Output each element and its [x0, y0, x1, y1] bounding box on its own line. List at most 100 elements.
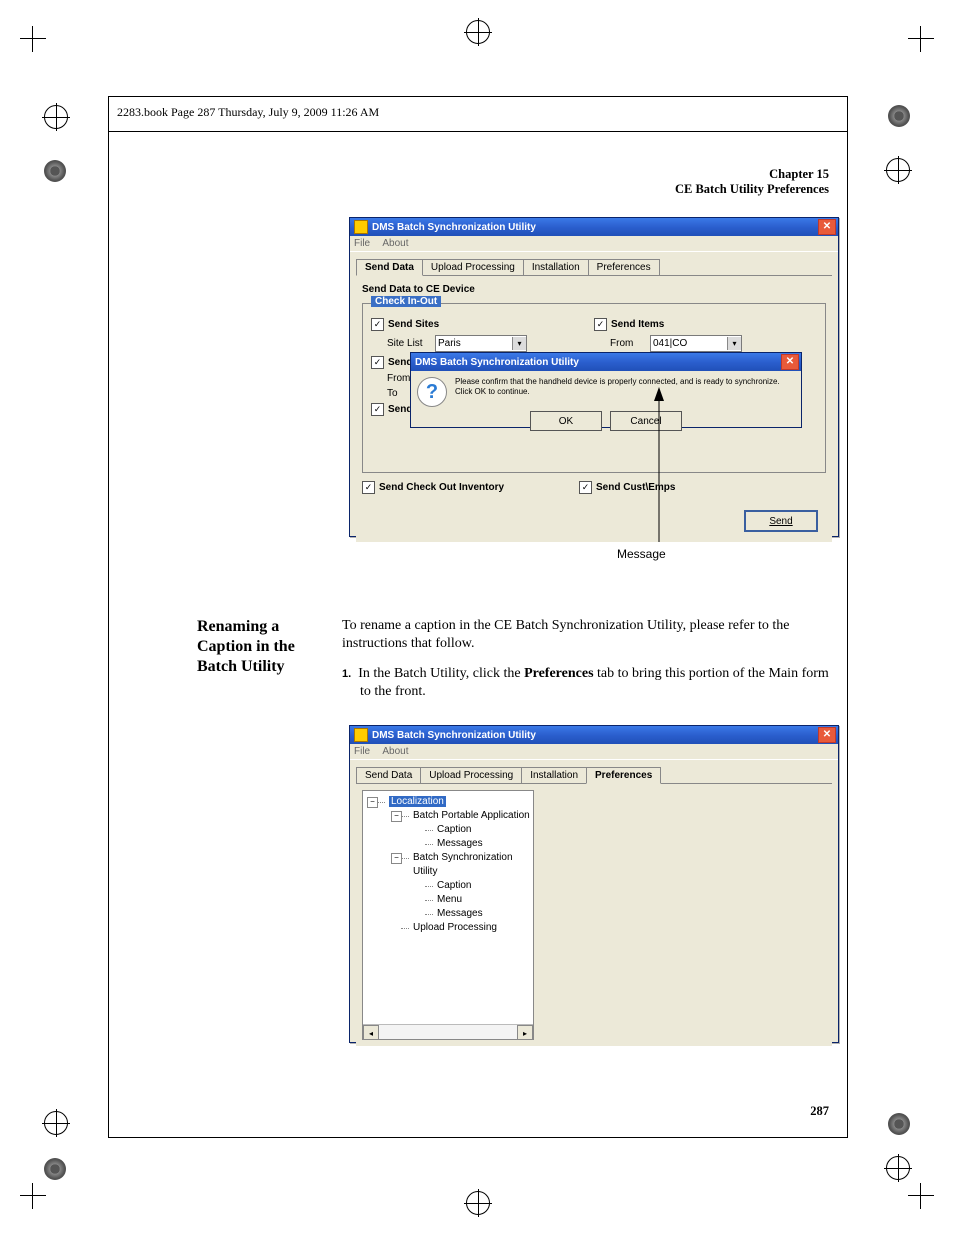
label-send-items: Send Items — [611, 319, 664, 330]
dot-mark — [44, 160, 66, 182]
close-button[interactable]: ✕ — [818, 727, 836, 743]
tree-node-caption[interactable]: Caption — [437, 824, 471, 835]
header-divider — [109, 131, 847, 132]
crop-mark — [20, 1183, 46, 1209]
step-text-bold: Preferences — [524, 666, 593, 681]
close-button[interactable]: ✕ — [818, 219, 836, 235]
crop-mark — [20, 26, 46, 52]
group-legend: Check In-Out — [371, 296, 441, 307]
label-items-from: From — [610, 338, 650, 349]
callout-arrow — [649, 387, 669, 547]
tree-node-menu[interactable]: Menu — [437, 894, 462, 905]
crop-mark — [908, 1183, 934, 1209]
horizontal-scrollbar[interactable]: ◂ ▸ — [363, 1024, 533, 1039]
tab-preferences[interactable]: Preferences — [586, 767, 661, 784]
section-heading: Renaming a Caption in the Batch Utility — [197, 617, 342, 713]
dropdown-items-from[interactable]: 041|CO ▾ — [650, 335, 742, 352]
registration-mark — [44, 105, 68, 129]
registration-mark — [44, 1111, 68, 1135]
window-title: DMS Batch Synchronization Utility — [372, 222, 536, 233]
screenshot-send-data-window: DMS Batch Synchronization Utility ✕ File… — [349, 217, 839, 537]
window-title: DMS Batch Synchronization Utility — [372, 730, 536, 741]
registration-mark — [466, 20, 490, 44]
app-icon — [354, 220, 368, 234]
body-column: To rename a caption in the CE Batch Sync… — [342, 617, 831, 713]
menu-about[interactable]: About — [382, 238, 408, 249]
tab-installation[interactable]: Installation — [523, 259, 589, 275]
menu-about[interactable]: About — [382, 746, 408, 757]
scroll-right-button[interactable]: ▸ — [517, 1025, 533, 1040]
tab-send-data[interactable]: Send Data — [356, 259, 423, 276]
confirm-dialog: DMS Batch Synchronization Utility ✕ ? Pl… — [410, 352, 802, 428]
dropdown-value: 041|CO — [653, 338, 687, 349]
window-titlebar: DMS Batch Synchronization Utility ✕ — [350, 218, 838, 236]
tree-node-localization[interactable]: Localization — [389, 796, 446, 807]
scroll-track[interactable] — [379, 1025, 517, 1039]
tree-node-messages[interactable]: Messages — [437, 908, 483, 919]
tree-collapse-icon[interactable]: − — [391, 811, 402, 822]
tab-send-data[interactable]: Send Data — [356, 767, 421, 783]
checkbox-send-checkout-inventory[interactable]: ✓ — [362, 481, 375, 494]
message-callout-label: Message — [617, 547, 666, 561]
tree-node-batch-sync[interactable]: Batch Synchronization Utility — [413, 852, 513, 877]
chevron-down-icon: ▾ — [727, 337, 741, 350]
cancel-button[interactable]: Cancel — [610, 411, 682, 431]
checkbox-send-l[interactable]: ✓ — [371, 356, 384, 369]
menu-file[interactable]: File — [354, 746, 370, 757]
dialog-title: DMS Batch Synchronization Utility — [415, 357, 579, 368]
registration-mark — [886, 1156, 910, 1180]
preferences-tree[interactable]: − Localization − Batch Portable Applicat… — [363, 791, 533, 939]
step-1: 1. In the Batch Utility, click the Prefe… — [342, 665, 831, 701]
step-number: 1. — [342, 668, 351, 680]
window-titlebar: DMS Batch Synchronization Utility ✕ — [350, 726, 838, 744]
send-button-label: Send — [769, 516, 792, 527]
chapter-number: Chapter 15 — [675, 167, 829, 182]
body-content: Renaming a Caption in the Batch Utility … — [197, 617, 831, 713]
dropdown-site-list[interactable]: Paris ▾ — [435, 335, 527, 352]
tab-strip: Send Data Upload Processing Installation… — [356, 766, 832, 784]
tree-node-batch-portable[interactable]: Batch Portable Application — [413, 810, 530, 821]
dialog-titlebar: DMS Batch Synchronization Utility ✕ — [411, 353, 801, 371]
label-send-sites: Send Sites — [388, 319, 439, 330]
step-text-a: In the Batch Utility, click the — [358, 666, 524, 681]
dialog-message: Please confirm that the handheld device … — [455, 377, 795, 397]
checkbox-send-c[interactable]: ✓ — [371, 403, 384, 416]
tree-node-caption[interactable]: Caption — [437, 880, 471, 891]
screenshot-preferences-window: DMS Batch Synchronization Utility ✕ File… — [349, 725, 839, 1043]
tab-strip: Send Data Upload Processing Installation… — [356, 258, 832, 276]
registration-mark — [466, 1191, 490, 1215]
label-site-list: Site List — [387, 338, 435, 349]
scroll-left-button[interactable]: ◂ — [363, 1025, 379, 1040]
dot-mark — [888, 105, 910, 127]
chapter-title: CE Batch Utility Preferences — [675, 182, 829, 197]
registration-mark — [886, 158, 910, 182]
checkbox-send-sites[interactable]: ✓ — [371, 318, 384, 331]
tree-collapse-icon[interactable]: − — [391, 853, 402, 864]
tab-upload-processing[interactable]: Upload Processing — [420, 767, 522, 783]
chapter-heading: Chapter 15 CE Batch Utility Preferences — [675, 167, 829, 197]
menu-bar: File About — [350, 744, 838, 760]
tree-collapse-icon[interactable]: − — [367, 797, 378, 808]
chevron-down-icon: ▾ — [512, 337, 526, 350]
dropdown-value: Paris — [438, 338, 461, 349]
dot-mark — [888, 1113, 910, 1135]
intro-paragraph: To rename a caption in the CE Batch Sync… — [342, 617, 831, 653]
page-number: 287 — [810, 1104, 829, 1119]
tree-node-messages[interactable]: Messages — [437, 838, 483, 849]
dialog-close-button[interactable]: ✕ — [781, 354, 799, 370]
tab-preferences[interactable]: Preferences — [588, 259, 660, 275]
tree-node-upload-processing[interactable]: Upload Processing — [413, 922, 497, 933]
tab-upload-processing[interactable]: Upload Processing — [422, 259, 524, 275]
label-send-checkout-inventory: Send Check Out Inventory — [379, 482, 579, 493]
tree-pane: − Localization − Batch Portable Applicat… — [362, 790, 534, 1040]
checkbox-send-custemps[interactable]: ✓ — [579, 481, 592, 494]
ok-button[interactable]: OK — [530, 411, 602, 431]
checkbox-send-items[interactable]: ✓ — [594, 318, 607, 331]
send-button[interactable]: Send — [744, 510, 818, 532]
section-title: Send Data to CE Device — [362, 284, 826, 295]
menu-file[interactable]: File — [354, 238, 370, 249]
question-icon: ? — [417, 377, 447, 407]
menu-bar: File About — [350, 236, 838, 252]
tab-installation[interactable]: Installation — [521, 767, 587, 783]
book-header: 2283.book Page 287 Thursday, July 9, 200… — [117, 105, 379, 120]
